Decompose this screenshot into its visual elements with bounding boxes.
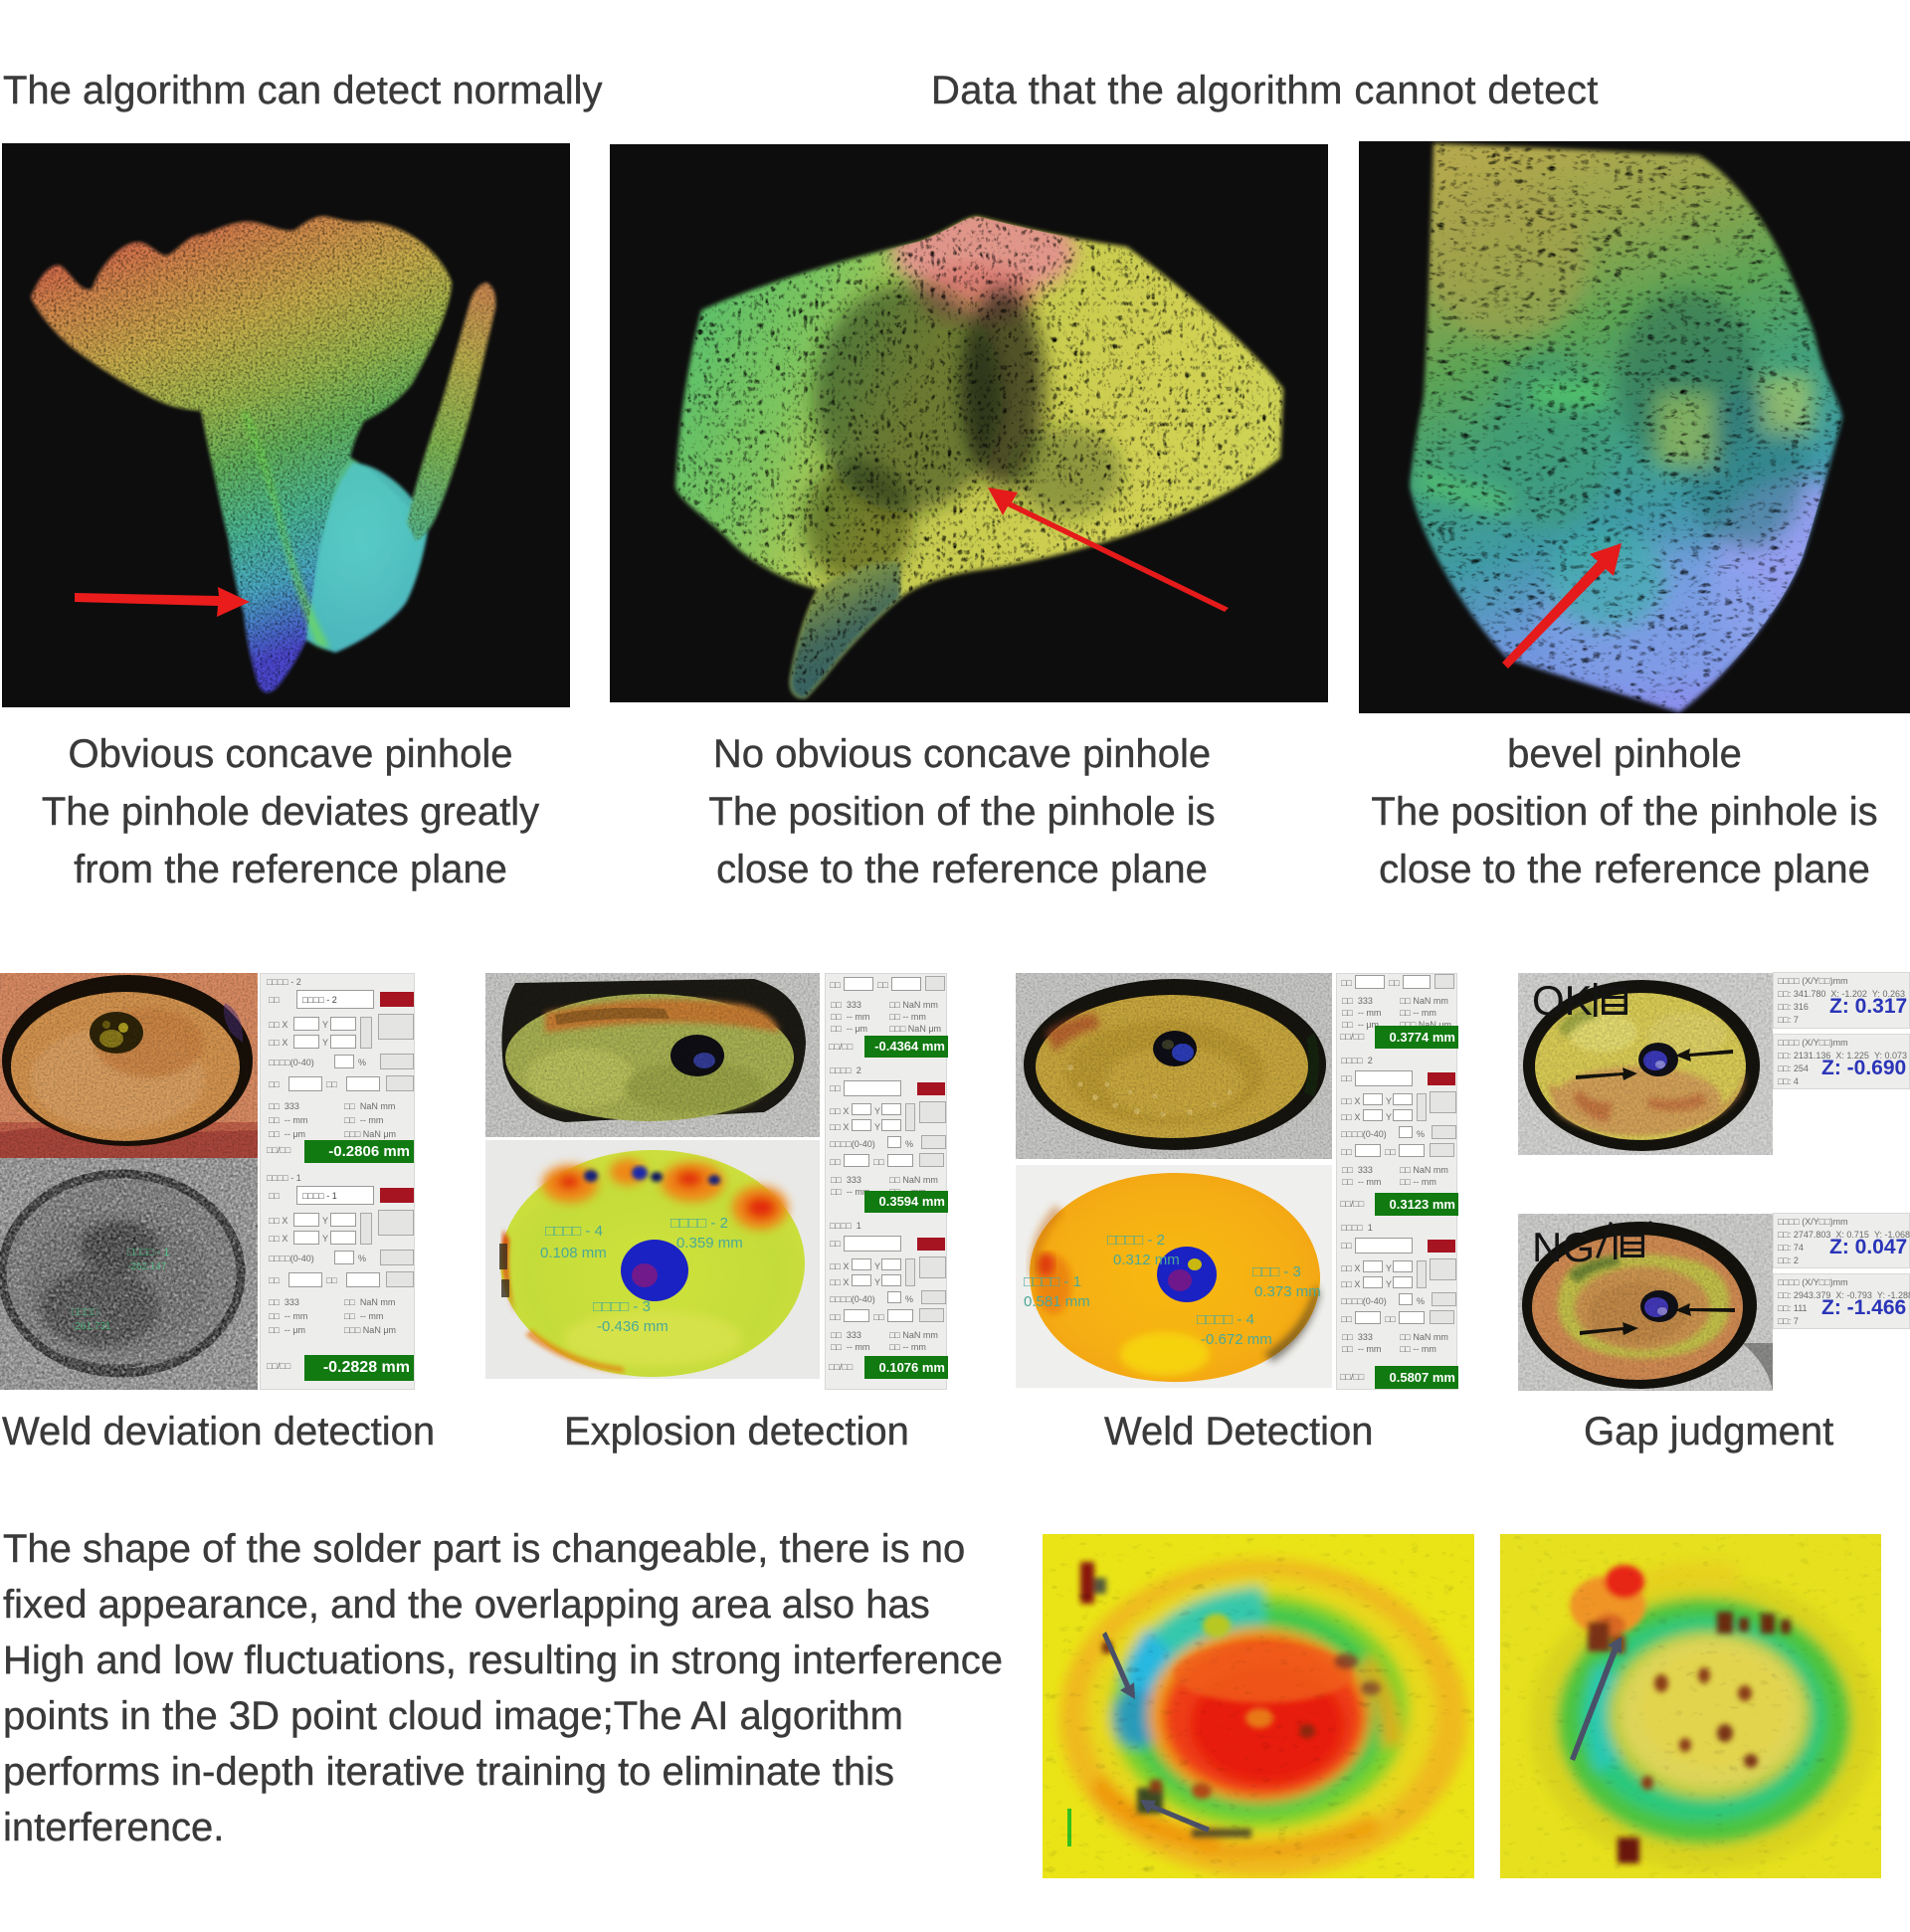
svg-text:OK: OK — [1532, 977, 1593, 1024]
svg-text:□□□□ - 1: □□□□ - 1 — [1024, 1273, 1081, 1290]
svg-text:NG: NG — [1532, 1224, 1595, 1270]
svg-text:□□□ - 3: □□□ - 3 — [1252, 1263, 1301, 1280]
svg-text:0.373 mm: 0.373 mm — [1254, 1283, 1321, 1300]
svg-text:0.108 mm: 0.108 mm — [540, 1245, 607, 1261]
svg-text:□□□□: □□□□ — [72, 1306, 98, 1318]
svg-text:-0.672 mm: -0.672 mm — [1201, 1331, 1272, 1348]
svg-text:□□□□ - 4: □□□□ - 4 — [1197, 1311, 1254, 1328]
svg-text:-261.731: -261.731 — [72, 1321, 111, 1332]
svg-text:0.312 mm: 0.312 mm — [1113, 1252, 1180, 1268]
svg-text:□□□□ - 4: □□□□ - 4 — [545, 1223, 603, 1240]
svg-text:-262.147: -262.147 — [127, 1261, 167, 1272]
svg-text:-0.436 mm: -0.436 mm — [597, 1318, 668, 1335]
svg-text:□□□□ - 2: □□□□ - 2 — [670, 1215, 728, 1232]
svg-text:0.581 mm: 0.581 mm — [1024, 1293, 1090, 1310]
svg-text:0.359 mm: 0.359 mm — [676, 1235, 743, 1252]
svg-text:□□□□ - 3: □□□□ - 3 — [593, 1298, 651, 1315]
svg-text:□□□□ - 1: □□□□ - 1 — [127, 1247, 169, 1258]
svg-text:□□□□ - 2: □□□□ - 2 — [1107, 1232, 1165, 1249]
